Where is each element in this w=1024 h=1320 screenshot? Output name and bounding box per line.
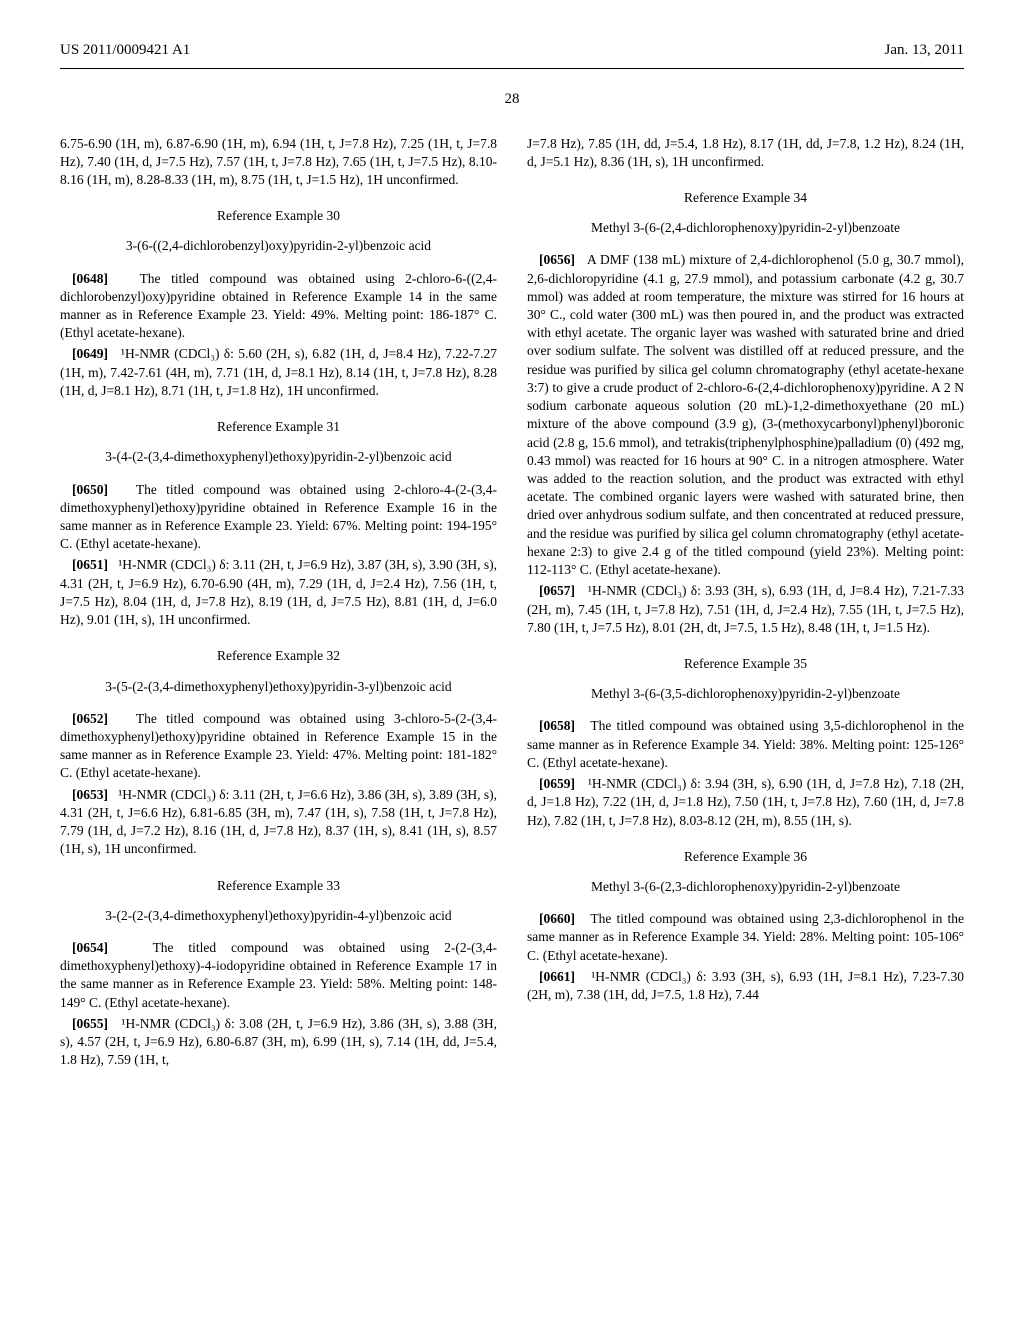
paragraph: [0652] The titled compound was obtained … (60, 710, 497, 783)
para-text: The titled compound was obtained using 3… (60, 711, 497, 781)
para-number: [0648] (72, 271, 108, 286)
para-number: [0659] (539, 776, 575, 791)
right-column: J=7.8 Hz), 7.85 (1H, dd, J=5.4, 1.8 Hz),… (527, 135, 964, 1073)
para-number: [0649] (72, 346, 108, 361)
patent-page: US 2011/0009421 A1 Jan. 13, 2011 28 6.75… (0, 0, 1024, 1320)
para-text: ¹H-NMR (CDCl₃) δ: 3.08 (2H, t, J=6.9 Hz)… (60, 1016, 497, 1067)
reference-example-title: Reference Example 32 (60, 647, 497, 665)
compound-name: 3-(2-(2-(3,4-dimethoxyphenyl)ethoxy)pyri… (60, 907, 497, 925)
para-text: The titled compound was obtained using 2… (60, 271, 497, 341)
paragraph: [0657] ¹H-NMR (CDCl₃) δ: 3.93 (3H, s), 6… (527, 582, 964, 637)
paragraph: [0659] ¹H-NMR (CDCl₃) δ: 3.94 (3H, s), 6… (527, 775, 964, 830)
para-text: ¹H-NMR (CDCl₃) δ: 3.93 (3H, s), 6.93 (1H… (527, 583, 964, 634)
compound-name: Methyl 3-(6-(2,4-dichlorophenoxy)pyridin… (527, 219, 964, 237)
compound-name: 3-(5-(2-(3,4-dimethoxyphenyl)ethoxy)pyri… (60, 678, 497, 696)
para-text: The titled compound was obtained using 3… (527, 718, 964, 769)
header-rule (60, 68, 964, 69)
para-number: [0651] (72, 557, 108, 572)
para-text: The titled compound was obtained using 2… (60, 482, 497, 552)
paragraph: [0649] ¹H-NMR (CDCl₃) δ: 5.60 (2H, s), 6… (60, 345, 497, 400)
publication-date: Jan. 13, 2011 (885, 40, 964, 60)
compound-name: 3-(6-((2,4-dichlorobenzyl)oxy)pyridin-2-… (60, 237, 497, 255)
paragraph: [0654] The titled compound was obtained … (60, 939, 497, 1012)
paragraph: [0648] The titled compound was obtained … (60, 270, 497, 343)
paragraph: [0661] ¹H-NMR (CDCl₃) δ: 3.93 (3H, s), 6… (527, 968, 964, 1004)
para-text: ¹H-NMR (CDCl₃) δ: 3.93 (3H, s), 6.93 (1H… (527, 969, 964, 1002)
page-header: US 2011/0009421 A1 Jan. 13, 2011 (60, 40, 964, 60)
paragraph: [0660] The titled compound was obtained … (527, 910, 964, 965)
paragraph: [0655] ¹H-NMR (CDCl₃) δ: 3.08 (2H, t, J=… (60, 1015, 497, 1070)
para-number: [0650] (72, 482, 108, 497)
para-text: ¹H-NMR (CDCl₃) δ: 5.60 (2H, s), 6.82 (1H… (60, 346, 497, 397)
reference-example-title: Reference Example 33 (60, 877, 497, 895)
para-number: [0652] (72, 711, 108, 726)
paragraph: [0651] ¹H-NMR (CDCl₃) δ: 3.11 (2H, t, J=… (60, 556, 497, 629)
continuation-text: J=7.8 Hz), 7.85 (1H, dd, J=5.4, 1.8 Hz),… (527, 135, 964, 171)
publication-number: US 2011/0009421 A1 (60, 40, 190, 60)
left-column: 6.75-6.90 (1H, m), 6.87-6.90 (1H, m), 6.… (60, 135, 497, 1073)
para-number: [0655] (72, 1016, 108, 1031)
text-columns: 6.75-6.90 (1H, m), 6.87-6.90 (1H, m), 6.… (60, 135, 964, 1073)
para-text: ¹H-NMR (CDCl₃) δ: 3.11 (2H, t, J=6.6 Hz)… (60, 787, 497, 857)
para-number: [0661] (539, 969, 575, 984)
continuation-text: 6.75-6.90 (1H, m), 6.87-6.90 (1H, m), 6.… (60, 135, 497, 190)
reference-example-title: Reference Example 31 (60, 418, 497, 436)
para-number: [0657] (539, 583, 575, 598)
para-text: The titled compound was obtained using 2… (60, 940, 497, 1010)
reference-example-title: Reference Example 35 (527, 655, 964, 673)
compound-name: 3-(4-(2-(3,4-dimethoxyphenyl)ethoxy)pyri… (60, 448, 497, 466)
paragraph: [0653] ¹H-NMR (CDCl₃) δ: 3.11 (2H, t, J=… (60, 786, 497, 859)
para-number: [0658] (539, 718, 575, 733)
para-number: [0660] (539, 911, 575, 926)
reference-example-title: Reference Example 30 (60, 207, 497, 225)
para-number: [0654] (72, 940, 108, 955)
reference-example-title: Reference Example 36 (527, 848, 964, 866)
para-number: [0656] (539, 252, 575, 267)
page-number: 28 (60, 89, 964, 109)
para-text: ¹H-NMR (CDCl₃) δ: 3.11 (2H, t, J=6.9 Hz)… (60, 557, 497, 627)
para-text: ¹H-NMR (CDCl₃) δ: 3.94 (3H, s), 6.90 (1H… (527, 776, 964, 827)
para-number: [0653] (72, 787, 108, 802)
para-text: A DMF (138 mL) mixture of 2,4-dichloroph… (527, 252, 964, 577)
reference-example-title: Reference Example 34 (527, 189, 964, 207)
para-text: The titled compound was obtained using 2… (527, 911, 964, 962)
paragraph: [0658] The titled compound was obtained … (527, 717, 964, 772)
compound-name: Methyl 3-(6-(2,3-dichlorophenoxy)pyridin… (527, 878, 964, 896)
paragraph: [0656] A DMF (138 mL) mixture of 2,4-dic… (527, 251, 964, 579)
paragraph: [0650] The titled compound was obtained … (60, 481, 497, 554)
compound-name: Methyl 3-(6-(3,5-dichlorophenoxy)pyridin… (527, 685, 964, 703)
